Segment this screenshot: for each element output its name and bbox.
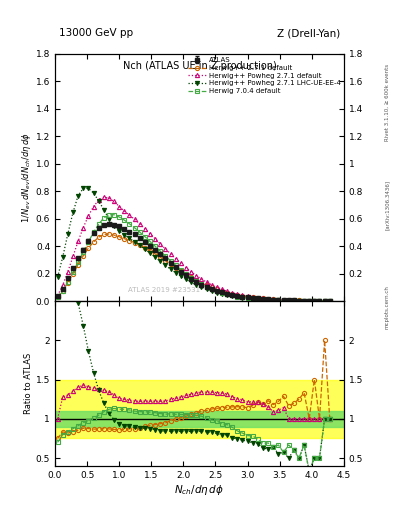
- Line: Herwig 7.0.4 default: Herwig 7.0.4 default: [55, 212, 332, 303]
- Bar: [55, 379, 344, 438]
- Herwig++ Powheg 2.7.1 LHC-UE-EE-4: [55, 274, 60, 280]
- Text: Nch (ATLAS UE in Z production): Nch (ATLAS UE in Z production): [123, 61, 276, 71]
- Herwig++ Powheg 2.7.1 default: [225, 288, 230, 294]
- Herwig++ Powheg 2.7.1 default: [101, 194, 106, 200]
- Herwig++ 2.7.1 default: [209, 284, 214, 290]
- Herwig++ 2.7.1 default: [327, 298, 332, 304]
- X-axis label: $N_{ch}/d\eta\,d\phi$: $N_{ch}/d\eta\,d\phi$: [174, 482, 224, 497]
- Herwig++ Powheg 2.7.1 default: [245, 293, 250, 300]
- Legend: ATLAS, Herwig++ 2.7.1 default, Herwig++ Powheg 2.7.1 default, Herwig++ Powheg 2.: ATLAS, Herwig++ 2.7.1 default, Herwig++ …: [187, 56, 342, 96]
- Herwig++ Powheg 2.7.1 default: [327, 298, 332, 304]
- Text: ATLAS 2019 #23531: ATLAS 2019 #23531: [128, 288, 200, 293]
- Herwig 7.0.4 default: [163, 253, 168, 259]
- Herwig++ 2.7.1 default: [245, 293, 250, 300]
- Herwig++ 2.7.1 default: [225, 289, 230, 295]
- Herwig++ Powheg 2.7.1 default: [322, 298, 327, 304]
- Line: Herwig++ Powheg 2.7.1 LHC-UE-EE-4: Herwig++ Powheg 2.7.1 LHC-UE-EE-4: [55, 186, 332, 303]
- Herwig++ Powheg 2.7.1 LHC-UE-EE-4: [107, 216, 111, 222]
- Herwig++ Powheg 2.7.1 default: [55, 292, 60, 298]
- Herwig++ 2.7.1 default: [107, 231, 111, 237]
- Herwig++ Powheg 2.7.1 default: [220, 286, 224, 292]
- Herwig++ Powheg 2.7.1 LHC-UE-EE-4: [245, 295, 250, 302]
- Herwig++ 2.7.1 default: [101, 231, 106, 238]
- Herwig++ Powheg 2.7.1 LHC-UE-EE-4: [81, 185, 86, 191]
- Herwig 7.0.4 default: [107, 211, 111, 218]
- Y-axis label: $1/N_{ev}\,dN_{ev}/dN_{ch}/d\eta\,d\phi$: $1/N_{ev}\,dN_{ev}/dN_{ch}/d\eta\,d\phi$: [20, 132, 33, 223]
- Herwig 7.0.4 default: [209, 286, 214, 292]
- Herwig 7.0.4 default: [245, 295, 250, 301]
- Herwig 7.0.4 default: [101, 215, 106, 221]
- Line: Herwig++ 2.7.1 default: Herwig++ 2.7.1 default: [55, 232, 332, 303]
- Herwig++ 2.7.1 default: [55, 294, 60, 300]
- Bar: [55, 411, 344, 426]
- Herwig++ 2.7.1 default: [163, 258, 168, 264]
- Text: 13000 GeV pp: 13000 GeV pp: [59, 28, 133, 38]
- Text: mcplots.cern.ch: mcplots.cern.ch: [385, 285, 389, 329]
- Herwig 7.0.4 default: [225, 291, 230, 297]
- Herwig++ Powheg 2.7.1 default: [163, 246, 168, 252]
- Herwig++ Powheg 2.7.1 default: [107, 195, 111, 201]
- Text: [arXiv:1306.3436]: [arXiv:1306.3436]: [385, 180, 389, 230]
- Herwig++ Powheg 2.7.1 default: [209, 282, 214, 288]
- Line: Herwig++ Powheg 2.7.1 default: Herwig++ Powheg 2.7.1 default: [55, 195, 332, 303]
- Herwig 7.0.4 default: [327, 298, 332, 304]
- Herwig 7.0.4 default: [55, 294, 60, 300]
- Herwig++ Powheg 2.7.1 LHC-UE-EE-4: [163, 262, 168, 268]
- Herwig 7.0.4 default: [220, 290, 224, 296]
- Text: Z (Drell-Yan): Z (Drell-Yan): [277, 28, 340, 38]
- Herwig++ Powheg 2.7.1 LHC-UE-EE-4: [220, 291, 224, 297]
- Herwig++ Powheg 2.7.1 LHC-UE-EE-4: [327, 298, 332, 304]
- Herwig++ Powheg 2.7.1 LHC-UE-EE-4: [209, 288, 214, 294]
- Y-axis label: Ratio to ATLAS: Ratio to ATLAS: [24, 353, 33, 414]
- Herwig++ 2.7.1 default: [220, 288, 224, 294]
- Herwig 7.0.4 default: [307, 298, 312, 304]
- Herwig++ Powheg 2.7.1 LHC-UE-EE-4: [307, 298, 312, 304]
- Text: Rivet 3.1.10, ≥ 600k events: Rivet 3.1.10, ≥ 600k events: [385, 64, 389, 141]
- Herwig++ Powheg 2.7.1 LHC-UE-EE-4: [225, 292, 230, 298]
